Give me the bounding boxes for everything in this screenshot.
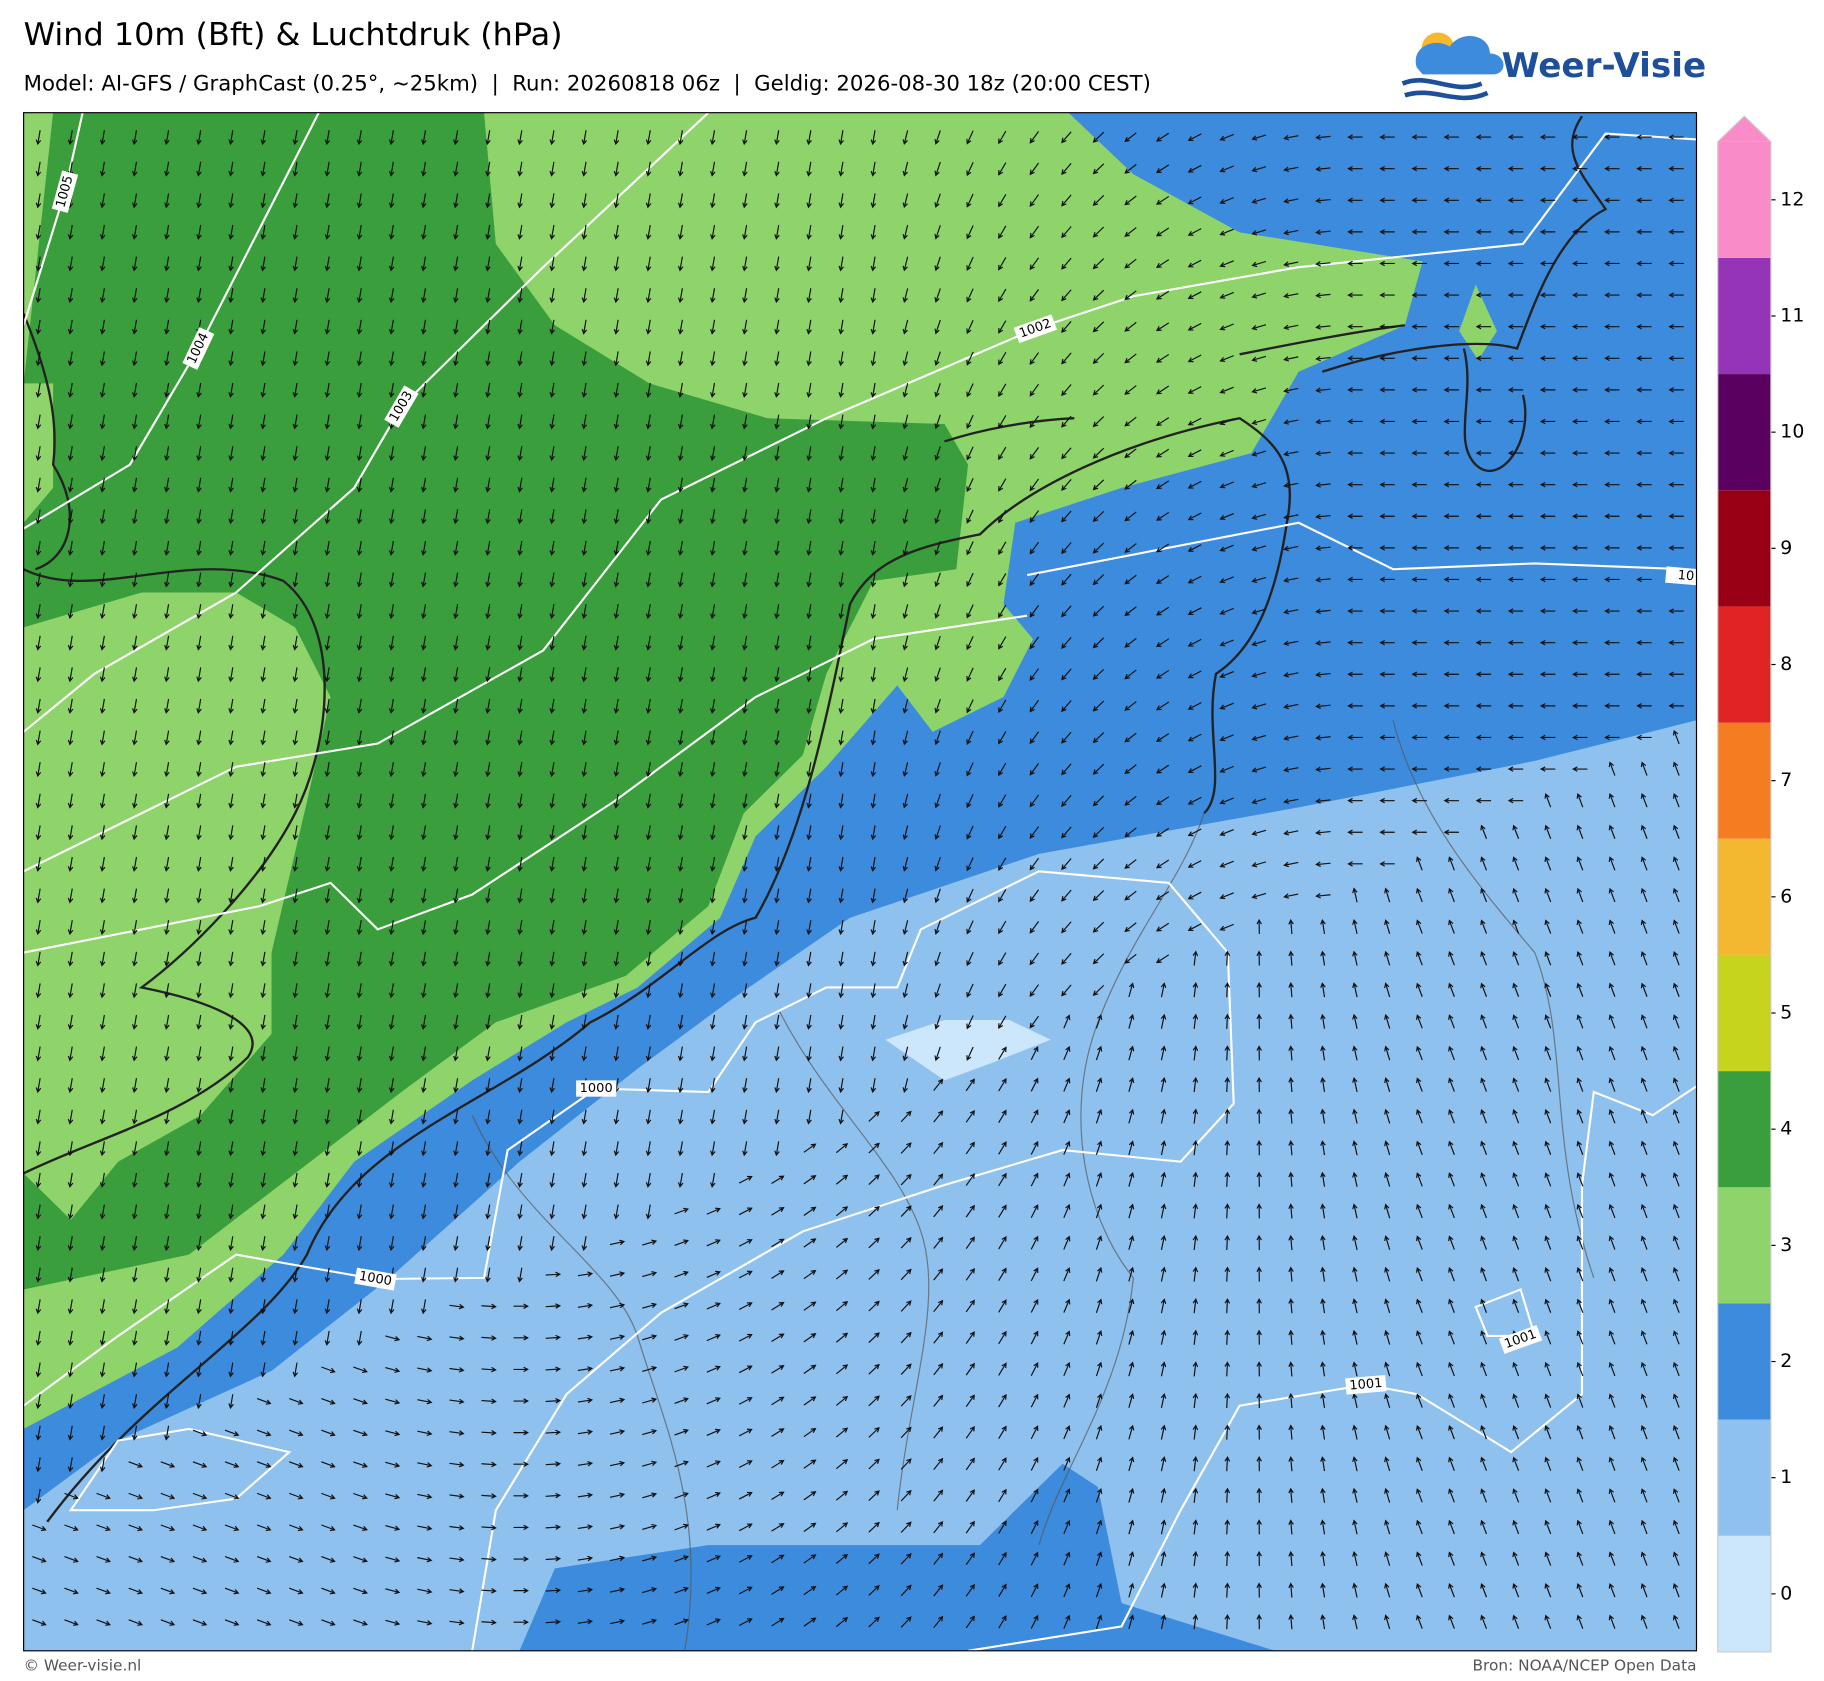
isobar-label-bg <box>384 385 419 428</box>
colorbar-label: 7 <box>1780 770 1792 791</box>
isobar-label: 1005 <box>51 170 79 213</box>
coastlines <box>23 115 1608 1523</box>
map-frame <box>23 112 1698 1652</box>
wind-arrows <box>32 130 1684 1630</box>
logo: Weer-Visie <box>1401 32 1706 101</box>
colorbar-segment <box>1717 1419 1771 1536</box>
isobar-label-bg <box>1345 1374 1387 1395</box>
isobar-label-text: 1001 <box>1349 1376 1383 1394</box>
footer-left: © Weer-visie.nl <box>24 1656 142 1674</box>
isobar-label-text: 1000 <box>580 1081 613 1096</box>
colorbar-label: 8 <box>1780 654 1792 675</box>
title: Wind 10m (Bft) & Luchtdruk (hPa) <box>24 17 563 53</box>
isobar-label: 1002 <box>1013 314 1058 344</box>
wind-area-3 <box>1459 284 1497 361</box>
colorbar-segment <box>1717 1303 1771 1420</box>
colorbar-label: 10 <box>1780 422 1804 443</box>
colorbar-segment <box>1717 490 1771 607</box>
colorbar-frame <box>1717 115 1772 1653</box>
borders <box>471 720 1595 1651</box>
wind-area-4 <box>23 112 969 1290</box>
subtitle: Model: AI-GFS / GraphCast (0.25°, ~25km)… <box>24 71 1151 97</box>
isobar-label-bg <box>182 327 215 370</box>
colorbar-label: 3 <box>1780 1235 1792 1256</box>
colorbar-label: 4 <box>1780 1119 1792 1140</box>
wind-arrow <box>32 130 1684 1630</box>
footer-right: Bron: NOAA/NCEP Open Data <box>1472 1656 1696 1674</box>
wind-area-0 <box>885 1019 1051 1081</box>
isobar-label-text: 10 <box>1677 568 1695 584</box>
colorbar-segment <box>1717 954 1771 1072</box>
logo-text: Weer-Visie <box>1502 46 1706 86</box>
colorbar-label: 12 <box>1780 189 1804 210</box>
isobar-label: 1000 <box>576 1080 617 1097</box>
logo-waves <box>1401 77 1489 101</box>
isobars <box>23 112 1697 1651</box>
isobar-label-bg <box>1498 1325 1543 1354</box>
colorbar-segment <box>1717 1535 1771 1652</box>
isobar-label: 1000 <box>354 1267 397 1291</box>
colorbar-extend <box>1717 116 1771 142</box>
isobar-label-bg <box>51 170 79 213</box>
colorbar-label: 1 <box>1780 1467 1792 1488</box>
isobar-label-text: 1000 <box>358 1269 393 1289</box>
colorbar-segment <box>1717 257 1771 375</box>
wind-area-2 <box>519 1463 1276 1651</box>
isobar-label-bg <box>354 1267 397 1291</box>
colorbar-segment <box>1717 1187 1771 1304</box>
colorbar-label: 0 <box>1780 1583 1792 1604</box>
colorbar-label: 9 <box>1780 538 1792 559</box>
colorbar-segment <box>1717 374 1771 491</box>
colorbar-label: 6 <box>1780 886 1792 907</box>
isobar-label-bg <box>576 1080 617 1097</box>
isobar-label-bg <box>1013 314 1058 344</box>
colorbar-segment <box>1717 838 1771 955</box>
colorbar-label: 2 <box>1780 1351 1792 1372</box>
colorbar-segment <box>1717 1071 1771 1188</box>
isobar-label: 10 <box>1665 566 1697 587</box>
isobar-label: 1001 <box>1345 1374 1387 1395</box>
colorbar-label: 5 <box>1780 1003 1792 1024</box>
colorbar-label: 11 <box>1780 306 1804 327</box>
logo-cloud <box>1415 36 1504 75</box>
colorbar-segment <box>1717 606 1771 723</box>
colorbar-segment <box>1717 141 1771 258</box>
colorbar-segment <box>1717 722 1771 839</box>
